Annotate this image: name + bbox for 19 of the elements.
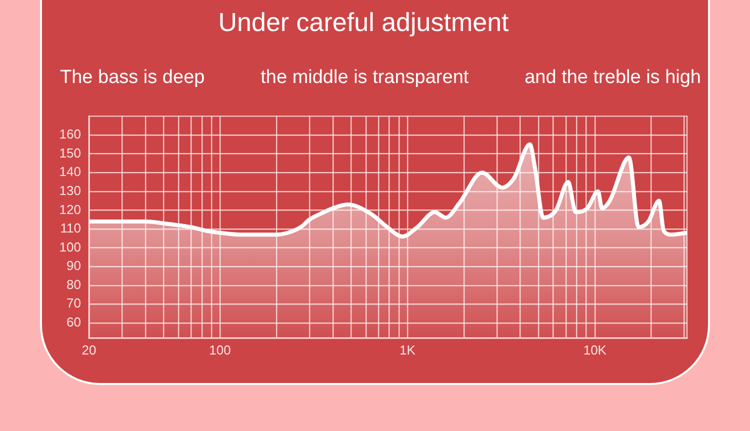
y-tick-label: 120: [59, 202, 81, 217]
x-tick-label: 20: [82, 342, 96, 358]
y-tick-label: 70: [66, 296, 81, 311]
text: and the treble is high: [524, 67, 702, 88]
y-tick-label: 100: [59, 239, 81, 254]
text: the middle is transparent: [260, 67, 470, 88]
x-tick-label: 10K: [583, 342, 607, 358]
y-tick-label: 80: [66, 276, 81, 292]
x-tick-label: 1K: [400, 342, 416, 358]
y-tick-label: 110: [60, 220, 81, 236]
y-tick-label: 130: [59, 182, 81, 198]
x-tick-label: 100: [209, 342, 231, 358]
y-tick-label: 160: [59, 126, 81, 142]
text: The bass is deep: [60, 67, 205, 88]
y-tick-label: 90: [66, 258, 81, 274]
y-tick-label: 60: [66, 314, 81, 330]
chart-title: Under careful adjustment: [218, 6, 510, 37]
y-tick-label: 140: [59, 164, 81, 180]
y-tick-label: 150: [59, 145, 81, 160]
